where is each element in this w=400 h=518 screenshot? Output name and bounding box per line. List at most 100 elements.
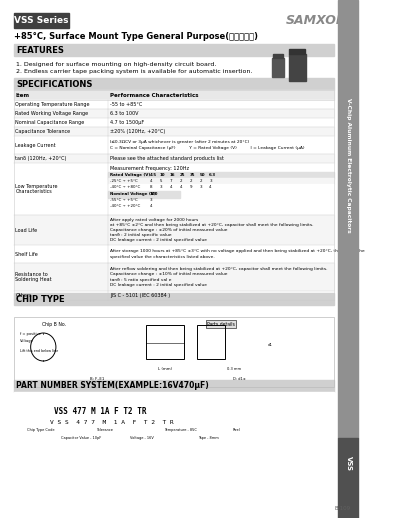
- Text: VSS: VSS: [346, 455, 352, 470]
- Text: Shelf Life: Shelf Life: [15, 252, 38, 256]
- Text: 4: 4: [150, 204, 152, 208]
- Text: After storage 1000 hours at +85°C ±3°C with no voltage applied and then being st: After storage 1000 hours at +85°C ±3°C w…: [110, 249, 365, 253]
- Bar: [14, 78, 334, 90]
- Bar: [14, 118, 334, 127]
- Bar: [14, 293, 334, 305]
- Bar: [288, 54, 306, 81]
- Text: Capacitance change : ±10% of initial measured value: Capacitance change : ±10% of initial mea…: [110, 272, 228, 276]
- Bar: [108, 178, 334, 184]
- Text: 25: 25: [180, 173, 185, 177]
- Text: Reel: Reel: [233, 428, 240, 432]
- Text: V S S  4 7 7  M  1 A  F  T 2  T R: V S S 4 7 7 M 1 A F T 2 T R: [50, 420, 173, 424]
- Bar: [290, 49, 305, 54]
- Text: Others: Others: [15, 293, 32, 298]
- Text: Tolerance: Tolerance: [96, 428, 112, 432]
- Text: Tape - 8mm: Tape - 8mm: [198, 436, 219, 440]
- Text: VSS 477 M 1A F T2 TR: VSS 477 M 1A F T2 TR: [54, 408, 147, 416]
- Bar: [272, 58, 284, 77]
- Text: JIS C - 5101 (IEC 60384 ): JIS C - 5101 (IEC 60384 ): [110, 293, 170, 298]
- Text: -40°C ÷ +80°C: -40°C ÷ +80°C: [110, 185, 140, 189]
- Bar: [14, 154, 334, 163]
- Text: Nominal Voltage (V): Nominal Voltage (V): [110, 192, 156, 196]
- Text: Rated Working Voltage Range: Rated Working Voltage Range: [15, 111, 88, 116]
- Text: 4: 4: [170, 185, 172, 189]
- Bar: [338, 438, 358, 518]
- Bar: [14, 44, 334, 56]
- Bar: [14, 13, 70, 28]
- Text: Load Life: Load Life: [15, 227, 38, 233]
- Text: 1. Designed for surface mounting on high-density circuit board.: 1. Designed for surface mounting on high…: [16, 62, 217, 66]
- Text: -40°C ÷ +20°C: -40°C ÷ +20°C: [110, 204, 140, 208]
- Bar: [14, 317, 334, 387]
- Text: Voltage: Voltage: [20, 339, 34, 343]
- Text: V-Chip Aluminum Electrolytic Capacitors: V-Chip Aluminum Electrolytic Capacitors: [346, 98, 352, 233]
- Text: D: d1±: D: d1±: [232, 377, 245, 381]
- Text: Parts details: Parts details: [207, 322, 235, 326]
- Text: tanδ : 2 initial specific value: tanδ : 2 initial specific value: [110, 233, 172, 237]
- Text: SAMXON®: SAMXON®: [286, 13, 360, 26]
- Text: 8: 8: [150, 185, 152, 189]
- Text: 2. Endless carrier tape packing system is available for automatic insertion.: 2. Endless carrier tape packing system i…: [16, 68, 253, 74]
- Text: 3: 3: [150, 198, 152, 202]
- Text: specified value the characteristics listed above.: specified value the characteristics list…: [110, 255, 215, 259]
- Text: 6.3: 6.3: [209, 173, 216, 177]
- Bar: [108, 184, 334, 190]
- Bar: [14, 380, 334, 392]
- Text: Chip B No.: Chip B No.: [42, 322, 66, 326]
- Text: I≤0.3ΩCV or 3μA whichever is greater (after 2 minutes at 20°C): I≤0.3ΩCV or 3μA whichever is greater (af…: [110, 140, 249, 144]
- Bar: [14, 215, 334, 245]
- Bar: [338, 0, 358, 438]
- Text: Capacitor Value - 10pF: Capacitor Value - 10pF: [61, 436, 102, 440]
- Text: 2: 2: [180, 179, 182, 183]
- Text: Chip Type Code: Chip Type Code: [27, 428, 54, 432]
- Text: 3: 3: [199, 185, 202, 189]
- Text: B-109: B-109: [335, 506, 351, 511]
- Bar: [108, 191, 180, 197]
- Text: DC leakage current : 2 initial specified value: DC leakage current : 2 initial specified…: [110, 283, 207, 287]
- Text: 0.3 mm: 0.3 mm: [227, 367, 242, 371]
- Text: Nominal Capacitance Range: Nominal Capacitance Range: [15, 120, 84, 125]
- Bar: [14, 109, 334, 118]
- Text: 4: 4: [209, 185, 212, 189]
- Text: 4.5: 4.5: [150, 173, 157, 177]
- Text: C = Nominal Capacitance (μF)          Y = Rated Voltage (V)          I = Leakage: C = Nominal Capacitance (μF) Y = Rated V…: [110, 146, 304, 150]
- Text: 35: 35: [189, 173, 195, 177]
- Text: 2: 2: [189, 179, 192, 183]
- Bar: [14, 90, 334, 100]
- Bar: [14, 392, 334, 513]
- Text: Performance Characteristics: Performance Characteristics: [110, 93, 198, 97]
- Text: 10: 10: [160, 173, 165, 177]
- Text: 7: 7: [170, 179, 172, 183]
- Text: Item: Item: [15, 93, 29, 97]
- Text: 3: 3: [160, 185, 162, 189]
- Bar: [14, 163, 334, 215]
- Bar: [14, 136, 334, 154]
- Bar: [146, 325, 184, 359]
- Text: f = positive: f = positive: [20, 332, 41, 336]
- Text: Measurement Frequency: 120Hz: Measurement Frequency: 120Hz: [110, 165, 189, 170]
- Text: Leakage Current: Leakage Current: [15, 142, 56, 148]
- Bar: [14, 100, 334, 109]
- Text: Capacitance change : ±20% of initial measured value: Capacitance change : ±20% of initial mea…: [110, 228, 228, 232]
- Bar: [14, 245, 334, 263]
- Text: FEATURES: FEATURES: [16, 46, 64, 54]
- Text: 6.3 to 100V: 6.3 to 100V: [110, 111, 138, 116]
- Text: Temperature - 85C: Temperature - 85C: [164, 428, 197, 432]
- Bar: [14, 317, 334, 387]
- Text: After reflow soldering and then being stabilized at +20°C, capacitor shall meet : After reflow soldering and then being st…: [110, 267, 328, 270]
- Text: Please see the attached standard products list: Please see the attached standard product…: [110, 156, 224, 161]
- Text: 4: 4: [180, 185, 182, 189]
- Text: 50: 50: [199, 173, 205, 177]
- Text: 9: 9: [189, 185, 192, 189]
- Text: 5: 5: [160, 179, 162, 183]
- Text: at +85°C ±2°C and then being stabilized at +20°C, capacitor shall meet the follo: at +85°C ±2°C and then being stabilized …: [110, 223, 314, 227]
- Text: Low Temperature
Characteristics: Low Temperature Characteristics: [15, 183, 58, 194]
- Text: After apply rated voltage for 2000 hours: After apply rated voltage for 2000 hours: [110, 218, 198, 222]
- Text: tanδ (120Hz, +20°C): tanδ (120Hz, +20°C): [15, 156, 67, 161]
- Text: Capacitance Tolerance: Capacitance Tolerance: [15, 129, 70, 134]
- Text: CHIP TYPE: CHIP TYPE: [16, 295, 65, 304]
- Text: SPECIFICATIONS: SPECIFICATIONS: [16, 79, 93, 89]
- Bar: [14, 291, 334, 300]
- Text: 16: 16: [170, 173, 175, 177]
- Text: Resistance to
Soldering Heat: Resistance to Soldering Heat: [15, 271, 52, 282]
